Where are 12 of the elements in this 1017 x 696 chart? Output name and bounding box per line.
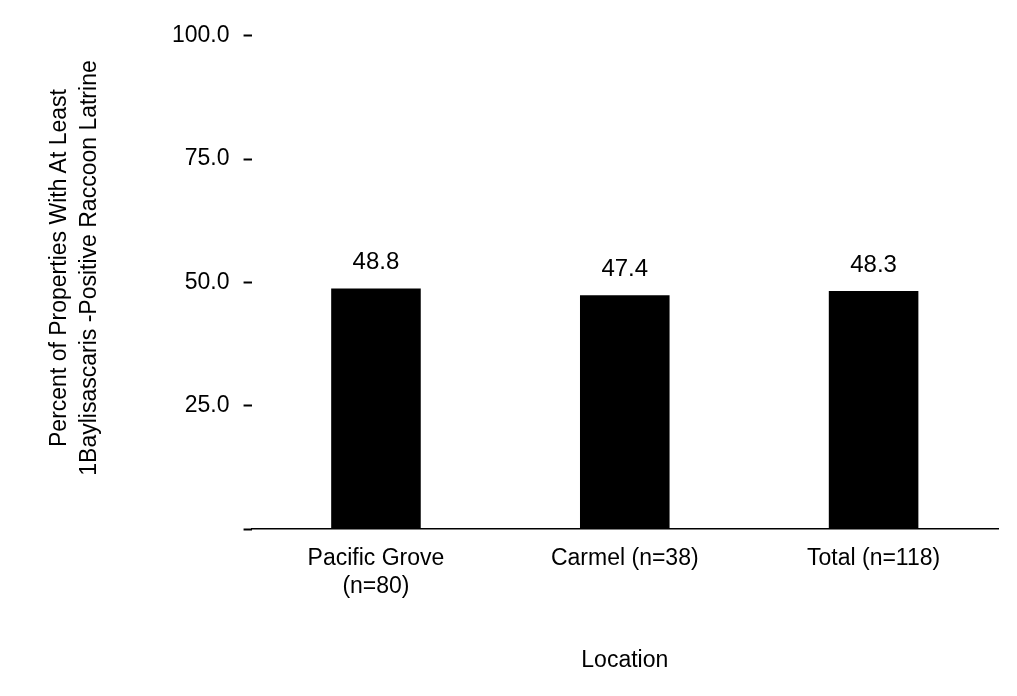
y-tick-label: 25.0 [184, 391, 230, 418]
data-label: 47.4 [601, 253, 649, 281]
x-tick-label: Pacific Grove (n=80) [307, 544, 445, 598]
y-tick-label: 100.0 [171, 21, 230, 48]
x-axis-title: Location [581, 645, 669, 672]
x-tick-label: Carmel (n=38) [550, 544, 699, 571]
data-label: 48.8 [352, 247, 400, 275]
data-label: 48.3 [850, 249, 897, 277]
y-tick-label: 50.0 [184, 267, 230, 294]
y-tick-label: 75.0 [184, 144, 230, 171]
y-axis-title: Percent of Properties With At Least 1Baylisascaris -Positive Raccoon Latrine [44, 59, 102, 478]
x-tick-label: Total (n=118) [807, 544, 941, 571]
